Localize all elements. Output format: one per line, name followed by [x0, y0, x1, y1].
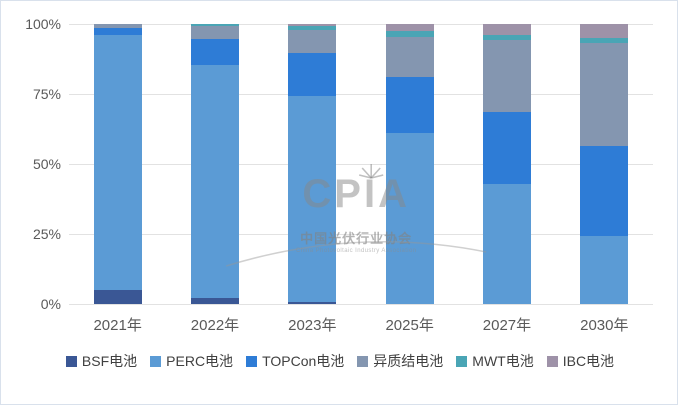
gridline-25: [69, 234, 653, 235]
bar-2027年: [482, 24, 531, 304]
bars-container: [69, 24, 653, 304]
bar-segment-MWT电池: [190, 24, 239, 26]
y-tick-label: 100%: [25, 16, 61, 32]
gridline-0: [69, 304, 653, 305]
x-axis-label: 2027年: [482, 317, 532, 334]
bar-segment-MWT电池: [385, 31, 434, 37]
x-axis-label: 2030年: [580, 317, 629, 334]
legend-swatch-icon: [150, 355, 162, 367]
legend-item-IBC电池: IBC电池: [546, 351, 615, 371]
legend-swatch-icon: [246, 355, 258, 367]
x-axis-label: 2022年: [190, 317, 240, 334]
bar-segment-PERC电池: [288, 95, 337, 302]
legend-label: MWT电池: [472, 353, 534, 369]
bar-segment-异质结电池: [190, 25, 239, 40]
bar-segment-TOPCon电池: [190, 39, 239, 65]
legend-swatch-icon: [357, 355, 369, 367]
x-axis-labels: 2021年 2022年 2023年 2025年 2027年 2030年: [69, 314, 653, 335]
y-tick-label: 25%: [32, 226, 61, 242]
legend-item-异质结电池: 异质结电池: [357, 351, 443, 371]
bar-segment-异质结电池: [385, 36, 434, 78]
gridline-75: [69, 94, 653, 95]
legend-item-BSF电池: BSF电池: [65, 351, 138, 371]
bar-segment-TOPCon电池: [482, 112, 531, 184]
legend-label: PERC电池: [166, 353, 234, 369]
legend-item-TOPCon电池: TOPCon电池: [246, 351, 344, 371]
bar-segment-PERC电池: [482, 183, 531, 304]
bar-segment-BSF电池: [190, 298, 239, 304]
bar-segment-IBC电池: [288, 24, 337, 26]
y-tick-label: 0%: [40, 296, 61, 312]
bar-segment-MWT电池: [580, 38, 629, 44]
bar-2030年: [580, 24, 629, 304]
bar-segment-PERC电池: [385, 133, 434, 304]
legend-label: TOPCon电池: [262, 353, 345, 369]
plot-area: CPIA 中国光伏行业协会 China Photovoltaic Industr…: [69, 24, 653, 305]
bar-2023年: [288, 24, 337, 304]
legend-swatch-icon: [456, 355, 468, 367]
bar-segment-PERC电池: [580, 235, 629, 304]
bar-segment-BSF电池: [93, 290, 142, 304]
y-axis-tick-labels: 100% 75% 50% 25% 0%: [9, 16, 61, 312]
legend-label: BSF电池: [81, 353, 138, 369]
legend-label: 异质结电池: [373, 353, 444, 369]
bar-segment-异质结电池: [93, 24, 142, 29]
y-tick-label: 75%: [32, 86, 61, 102]
y-tick-label: 50%: [32, 156, 61, 172]
bar-segment-TOPCon电池: [93, 28, 142, 36]
bar-segment-IBC电池: [385, 24, 434, 32]
x-axis-label: 2023年: [288, 317, 337, 334]
bar-segment-TOPCon电池: [580, 146, 629, 236]
bar-segment-BSF电池: [288, 301, 337, 304]
bar-segment-MWT电池: [288, 26, 337, 31]
bar-segment-IBC电池: [482, 24, 531, 36]
bar-segment-TOPCon电池: [385, 77, 434, 134]
bar-slot-2023年: [264, 24, 361, 304]
bar-segment-PERC电池: [190, 64, 239, 299]
chart-legend: BSF电池 PERC电池 TOPCon电池 异质结电池 MWT电池 IBC电池: [1, 351, 677, 371]
bar-segment-IBC电池: [580, 24, 629, 39]
x-axis-label: 2021年: [93, 317, 142, 334]
legend-label: IBC电池: [562, 353, 615, 369]
bar-segment-异质结电池: [482, 40, 531, 113]
bar-segment-MWT电池: [482, 35, 531, 41]
legend-swatch-icon: [65, 355, 77, 367]
legend-item-MWT电池: MWT电池: [456, 351, 534, 371]
legend-item-PERC电池: PERC电池: [150, 351, 233, 371]
x-axis-label: 2025年: [385, 317, 434, 334]
gridline-50: [69, 164, 653, 165]
bar-slot-2027年: [458, 24, 555, 304]
bar-slot-2022年: [166, 24, 263, 304]
bar-slot-2021年: [69, 24, 166, 304]
legend-swatch-icon: [546, 355, 558, 367]
bar-2022年: [190, 24, 239, 304]
bar-2025年: [385, 24, 434, 304]
bar-segment-TOPCon电池: [288, 52, 337, 96]
bar-2021年: [93, 24, 142, 304]
bar-slot-2025年: [361, 24, 458, 304]
bar-segment-异质结电池: [288, 30, 337, 53]
bar-slot-2030年: [556, 24, 653, 304]
bar-segment-异质结电池: [580, 43, 629, 147]
gridline-100: [69, 24, 653, 25]
bar-segment-PERC电池: [93, 35, 142, 290]
